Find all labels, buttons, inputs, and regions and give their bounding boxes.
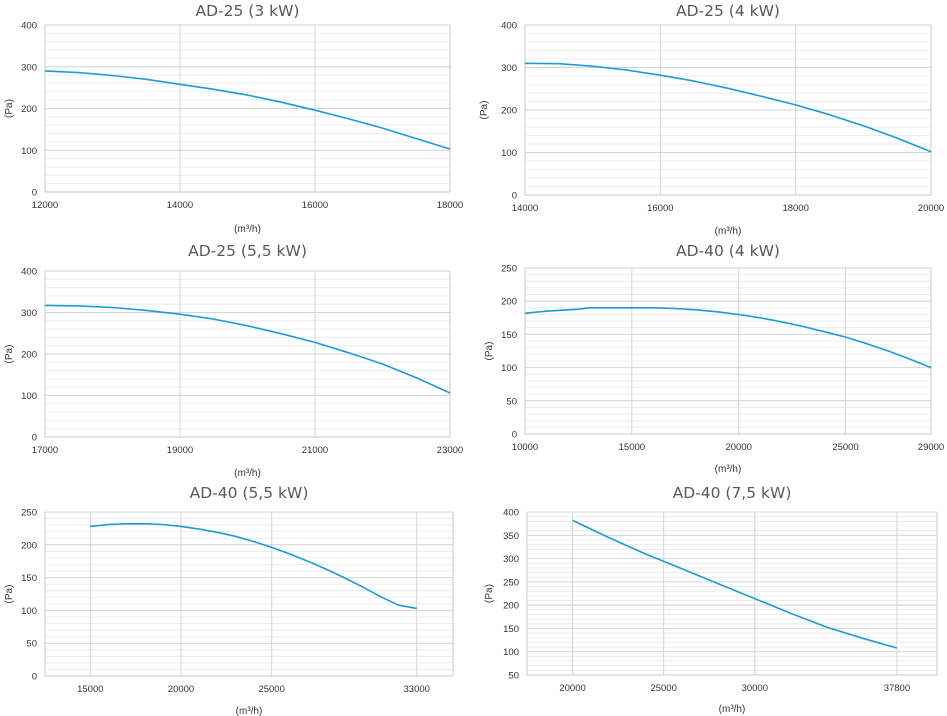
chart-panel-1: 0 100 200 300 400 12000 14000 16000 18000 AD-25 (… — [4, 2, 463, 235]
y-tick-label: 100 — [21, 146, 37, 157]
x-axis-label: (m³/h) — [715, 226, 742, 237]
y-tick-label: 250 — [21, 508, 37, 519]
chart-title: AD-40 (7,5 kW) — [673, 484, 792, 502]
x-tick-label: 33000 — [404, 684, 430, 695]
x-axis-label: (m³/h) — [715, 464, 742, 475]
y-tick-label: 0 — [32, 188, 37, 199]
chart-panel-6: 50 100 150 200 250 300 350 400 20000 25000 30000 37… — [484, 484, 938, 715]
y-tick-label: 100 — [21, 606, 37, 617]
x-tick-label: 25000 — [832, 442, 858, 453]
y-tick-label: 0 — [32, 433, 37, 444]
y-tick-label: 0 — [512, 430, 517, 441]
x-tick-label: 16000 — [647, 203, 673, 214]
x-tick-label: 25000 — [258, 684, 284, 695]
y-tick-label: 200 — [501, 297, 517, 308]
y-axis-label: (Pa) — [484, 342, 495, 361]
y-tick-label: 200 — [501, 106, 517, 117]
x-tick-label: 17000 — [32, 445, 58, 456]
y-tick-label: 300 — [21, 62, 37, 73]
y-tick-label: 300 — [21, 308, 37, 319]
y-tick-label: 250 — [501, 264, 517, 275]
series-line — [524, 62, 932, 153]
y-axis-label: (Pa) — [4, 345, 15, 364]
x-tick-label: 20000 — [168, 684, 194, 695]
y-tick-label: 100 — [501, 148, 517, 159]
y-tick-label: 150 — [503, 624, 519, 635]
x-tick-label: 30000 — [742, 683, 768, 694]
chart-title: AD-25 (3 kW) — [196, 2, 300, 20]
x-tick-label: 21000 — [302, 445, 328, 456]
y-axis-label: (Pa) — [484, 584, 495, 603]
x-axis-label: (m³/h) — [234, 468, 261, 479]
x-axis-label: (m³/h) — [719, 704, 746, 715]
y-axis-label: (Pa) — [479, 101, 490, 120]
x-tick-label: 18000 — [782, 203, 808, 214]
x-tick-label: 14000 — [167, 200, 193, 211]
y-tick-label: 200 — [21, 350, 37, 361]
x-axis-label: (m³/h) — [236, 706, 263, 716]
series-line — [572, 519, 898, 649]
y-tick-label: 50 — [506, 396, 517, 407]
y-tick-label: 100 — [21, 391, 37, 402]
chart-panel-5: 0 50 100 150 200 250 15000 20000 25000 33000 AD-40… — [4, 484, 454, 716]
y-tick-label: 400 — [21, 21, 37, 32]
x-tick-label: 15000 — [619, 442, 645, 453]
y-tick-label: 0 — [512, 191, 517, 202]
x-tick-label: 19000 — [167, 445, 193, 456]
x-tick-label: 10000 — [512, 442, 538, 453]
y-tick-label: 350 — [503, 531, 519, 542]
y-tick-label: 200 — [503, 601, 519, 612]
y-tick-label: 150 — [21, 573, 37, 584]
chart-panel-2: 0 100 200 300 400 14000 16000 18000 20000 AD-25 (… — [479, 2, 944, 237]
series-line — [524, 306, 932, 369]
y-tick-label: 400 — [21, 267, 37, 278]
chart-panel-3: 0 100 200 300 400 17000 19000 21000 23000 AD-25 (… — [4, 242, 463, 479]
y-tick-label: 100 — [503, 647, 519, 658]
x-tick-label: 16000 — [302, 200, 328, 211]
series-line — [44, 70, 451, 150]
x-tick-label: 18000 — [437, 200, 463, 211]
series-line — [44, 304, 451, 394]
x-tick-label: 25000 — [650, 683, 676, 694]
y-tick-label: 50 — [26, 639, 37, 650]
x-tick-label: 20000 — [559, 683, 585, 694]
x-axis-label: (m³/h) — [234, 224, 261, 235]
x-tick-label: 12000 — [32, 200, 58, 211]
x-tick-label: 20000 — [725, 442, 751, 453]
y-tick-label: 200 — [21, 104, 37, 115]
x-tick-label: 14000 — [512, 203, 538, 214]
y-tick-label: 200 — [21, 540, 37, 551]
x-tick-label: 20000 — [918, 203, 944, 214]
series-line — [90, 522, 417, 610]
y-axis-label: (Pa) — [4, 585, 15, 604]
x-tick-label: 23000 — [437, 445, 463, 456]
y-tick-label: 0 — [32, 672, 37, 683]
y-tick-label: 300 — [503, 554, 519, 565]
y-tick-label: 400 — [503, 508, 519, 519]
chart-title: AD-25 (5,5 kW) — [188, 242, 307, 260]
y-tick-label: 400 — [501, 21, 517, 32]
x-tick-label: 37800 — [884, 683, 910, 694]
chart-title: AD-40 (4 kW) — [676, 242, 780, 260]
chart-title: AD-25 (4 kW) — [676, 2, 780, 20]
chart-panel-4: 0 50 100 150 200 250 10000 15000 20000 25000 29000… — [484, 242, 944, 475]
y-tick-label: 100 — [501, 363, 517, 374]
y-tick-label: 300 — [501, 63, 517, 74]
y-tick-label: 250 — [503, 577, 519, 588]
x-tick-label: 15000 — [77, 684, 103, 695]
y-axis-label: (Pa) — [4, 99, 15, 118]
chart-title: AD-40 (5,5 kW) — [190, 484, 309, 502]
y-tick-label: 150 — [501, 330, 517, 341]
y-tick-label: 50 — [508, 671, 519, 682]
x-tick-label: 29000 — [918, 442, 944, 453]
